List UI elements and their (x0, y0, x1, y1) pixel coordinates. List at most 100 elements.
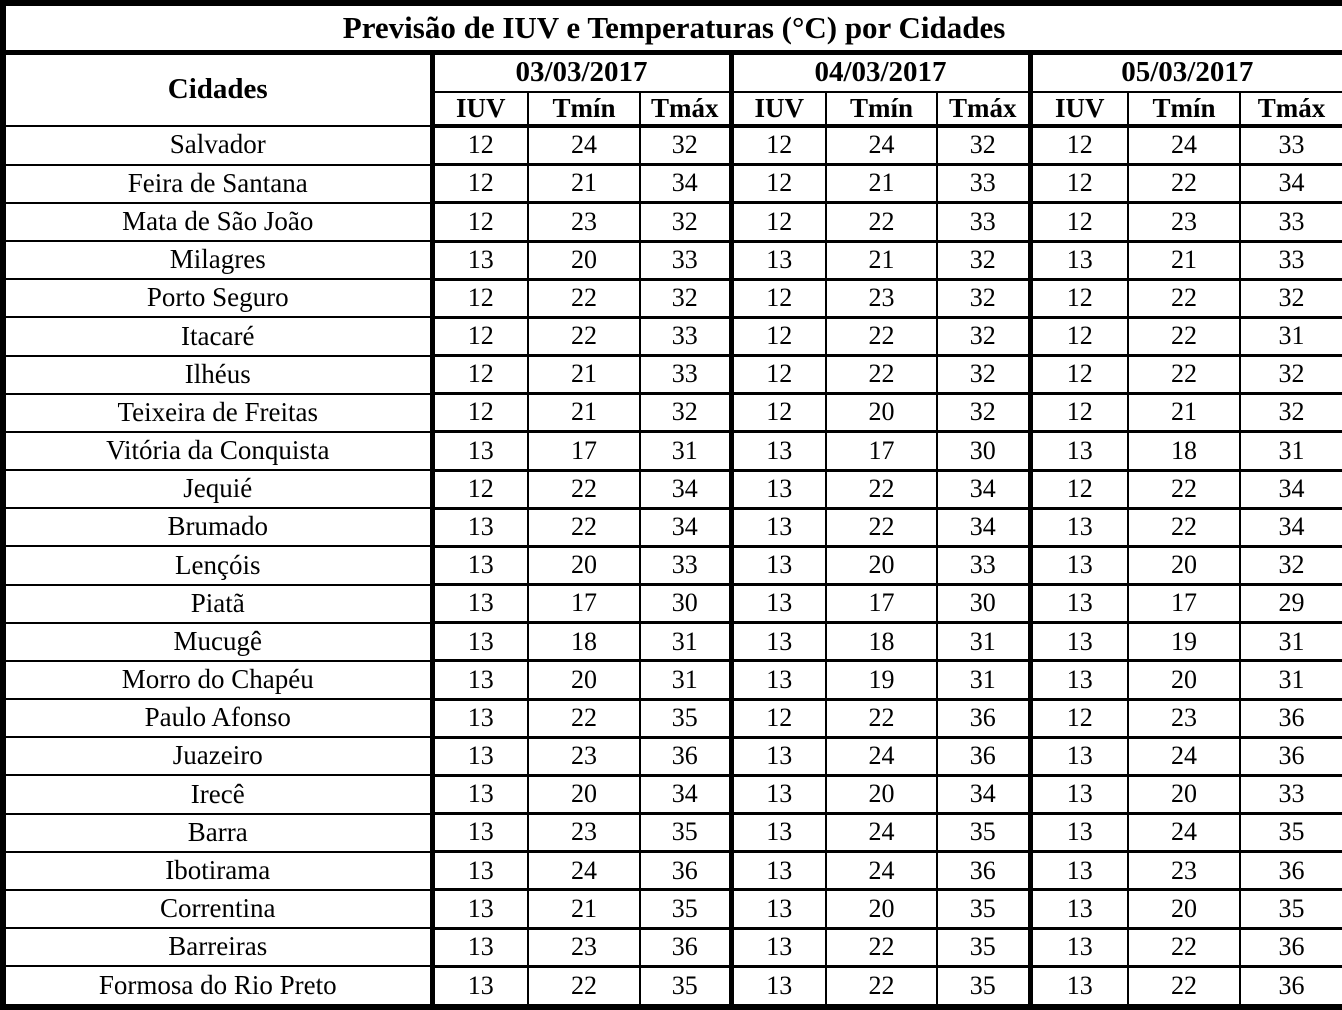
tmax-value-day2: 30 (936, 430, 1031, 472)
tmin-value-day1: 20 (527, 239, 641, 281)
tmin-value-day2: 21 (825, 239, 938, 281)
tmin-value-day3: 23 (1127, 697, 1241, 739)
city-name: Vitória da Conquista (2, 430, 435, 472)
tmax-value-day3: 33 (1238, 773, 1342, 816)
tmin-value-day1: 24 (527, 124, 641, 167)
tmin-value-day3: 24 (1127, 735, 1241, 777)
tmin-value-day1: 22 (527, 277, 641, 319)
tmin-value-day2: 22 (825, 697, 938, 739)
table-row: Feira de Santana 12 21 34 12 21 33 12 22… (2, 163, 1342, 205)
tmax-value-day3: 31 (1238, 315, 1342, 358)
tmin-value-day3: 20 (1127, 659, 1241, 701)
iuv-value-day1: 13 (429, 850, 529, 892)
iuv-value-day3: 13 (1027, 926, 1129, 968)
tmax-value-day2: 36 (936, 697, 1031, 739)
tmax-value-day3: 34 (1238, 163, 1342, 205)
city-name: Piatã (2, 583, 435, 624)
tmax-value-day2: 33 (936, 201, 1031, 243)
table-row: Ibotirama 13 24 36 13 24 36 13 23 36 (2, 850, 1342, 892)
iuv-value-day2: 13 (728, 964, 827, 1009)
tmin-value-day1: 24 (527, 850, 641, 892)
tmin-value-day3: 21 (1127, 392, 1241, 434)
iuv-value-day1: 13 (429, 964, 529, 1009)
tmax-value-day3: 36 (1238, 850, 1342, 892)
tmin-value-day2: 17 (825, 430, 938, 472)
tmax-value-day2: 30 (936, 583, 1031, 625)
table-row: Brumado 13 22 34 13 22 34 13 22 34 (2, 506, 1342, 548)
tmax-value-day3: 34 (1238, 468, 1342, 510)
iuv-value-day1: 13 (429, 812, 529, 854)
table-row: Formosa do Rio Preto 13 22 35 13 22 35 1… (2, 964, 1342, 1009)
city-name: Itacaré (2, 316, 435, 357)
city-name: Jequié (2, 469, 435, 510)
tmin-value-day3: 22 (1127, 277, 1241, 319)
tmax-value-day3: 31 (1238, 430, 1342, 472)
city-name: Salvador (2, 125, 435, 166)
city-name: Formosa do Rio Preto (2, 965, 435, 1008)
iuv-value-day1: 12 (429, 201, 529, 243)
table-row: Barra 13 23 35 13 24 35 13 24 35 (2, 812, 1342, 854)
tmin-value-day3: 20 (1127, 544, 1241, 587)
table-row: Teixeira de Freitas 12 21 32 12 20 32 12… (2, 392, 1342, 434)
table-row: Porto Seguro 12 22 32 12 23 32 12 22 32 (2, 277, 1342, 319)
iuv-value-day1: 12 (429, 392, 529, 434)
tmax-value-day1: 32 (639, 277, 732, 319)
tmax-value-day3: 31 (1238, 621, 1342, 663)
table-row: Barreiras 13 23 36 13 22 35 13 22 36 (2, 926, 1342, 968)
tmin-value-day2: 17 (825, 583, 938, 625)
col-header-tmin-1: Tmín (527, 91, 641, 128)
tmax-value-day2: 32 (936, 315, 1031, 358)
col-header-tmax-2: Tmáx (936, 91, 1031, 128)
col-header-tmax-1: Tmáx (639, 91, 732, 128)
tmax-value-day1: 34 (639, 506, 732, 548)
tmax-value-day1: 36 (639, 850, 732, 892)
tmax-value-day2: 32 (936, 354, 1031, 396)
city-name: Paulo Afonso (2, 698, 435, 739)
tmin-value-day3: 17 (1127, 583, 1241, 625)
iuv-value-day2: 13 (728, 583, 827, 625)
tmax-value-day3: 32 (1238, 392, 1342, 434)
iuv-value-day1: 13 (429, 926, 529, 968)
iuv-value-day3: 12 (1027, 392, 1129, 434)
tmin-value-day2: 22 (825, 354, 938, 396)
col-header-iuv-3: IUV (1027, 91, 1129, 128)
tmin-value-day1: 22 (527, 697, 641, 739)
iuv-value-day3: 12 (1027, 163, 1129, 205)
tmax-value-day1: 33 (639, 544, 732, 587)
tmin-value-day3: 24 (1127, 124, 1241, 167)
tmax-value-day2: 31 (936, 621, 1031, 663)
table-row: Correntina 13 21 35 13 20 35 13 20 35 (2, 888, 1342, 930)
iuv-value-day2: 13 (728, 430, 827, 472)
iuv-value-day2: 12 (728, 697, 827, 739)
tmax-value-day2: 33 (936, 163, 1031, 205)
tmax-value-day2: 33 (936, 544, 1031, 587)
city-name: Milagres (2, 239, 435, 281)
tmin-value-day1: 22 (527, 315, 641, 358)
tmin-value-day3: 21 (1127, 239, 1241, 281)
table-row: Salvador 12 24 32 12 24 32 12 24 33 (2, 124, 1342, 167)
iuv-value-day1: 13 (429, 239, 529, 281)
tmin-value-day1: 22 (527, 964, 641, 1009)
iuv-value-day2: 12 (728, 354, 827, 396)
tmin-value-day1: 23 (527, 201, 641, 243)
table-row: Jequié 12 22 34 13 22 34 12 22 34 (2, 468, 1342, 510)
tmax-value-day1: 30 (639, 583, 732, 625)
table-row: Ilhéus 12 21 33 12 22 32 12 22 32 (2, 354, 1342, 396)
tmin-value-day2: 24 (825, 124, 938, 167)
tmax-value-day2: 35 (936, 964, 1031, 1009)
tmin-value-day3: 23 (1127, 850, 1241, 892)
iuv-value-day1: 13 (429, 430, 529, 472)
tmax-value-day1: 35 (639, 888, 732, 930)
tmax-value-day2: 32 (936, 124, 1031, 167)
city-name: Feira de Santana (2, 163, 435, 204)
iuv-value-day3: 13 (1027, 773, 1129, 816)
tmin-value-day3: 20 (1127, 773, 1241, 816)
iuv-value-day2: 13 (728, 468, 827, 510)
iuv-value-day1: 13 (429, 506, 529, 548)
table-row: Piatã 13 17 30 13 17 30 13 17 29 (2, 583, 1342, 625)
table-row: Mucugê 13 18 31 13 18 31 13 19 31 (2, 621, 1342, 663)
tmax-value-day2: 31 (936, 659, 1031, 701)
tmin-value-day2: 20 (825, 773, 938, 816)
tmax-value-day3: 33 (1238, 239, 1342, 281)
iuv-value-day1: 13 (429, 888, 529, 930)
